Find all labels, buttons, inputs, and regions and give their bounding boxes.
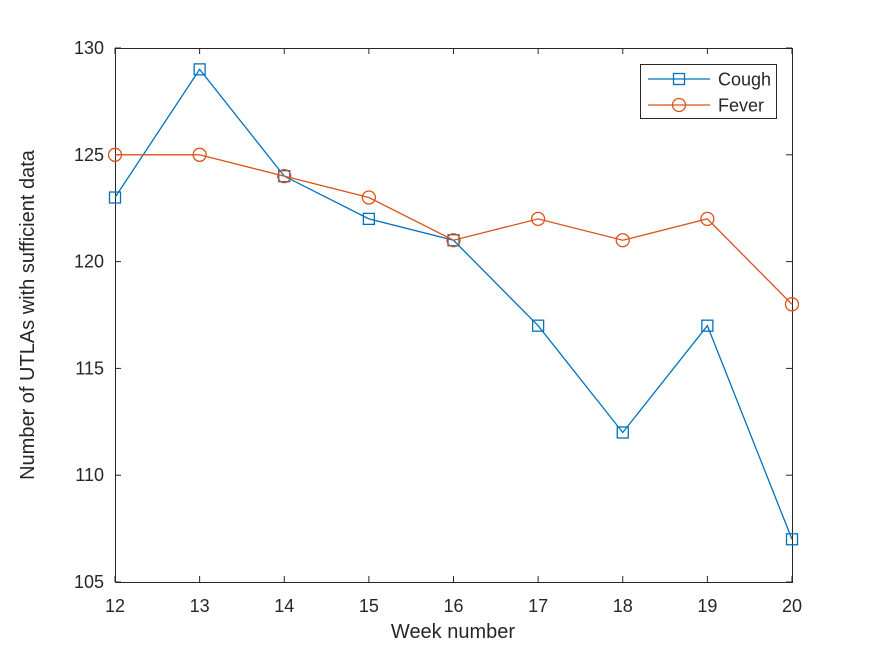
legend-box	[640, 64, 777, 119]
marker-fever	[446, 233, 461, 248]
x-tick-label: 18	[613, 596, 633, 616]
legend: Cough Fever	[640, 64, 777, 119]
marker-cough	[278, 170, 291, 183]
marker-cough	[531, 319, 545, 332]
marker-cough	[616, 426, 629, 439]
x-tick-label: 19	[697, 596, 717, 616]
y-tick-label: 120	[74, 252, 104, 272]
marker-cough	[362, 212, 376, 226]
legend-circle-marker-icon	[671, 97, 687, 113]
marker-fever	[107, 147, 123, 162]
x-tick-label: 16	[443, 596, 463, 616]
legend-square-marker-icon	[672, 72, 686, 86]
x-tick-label: 12	[105, 596, 125, 616]
y-tick-label: 130	[74, 38, 104, 58]
marker-fever	[192, 147, 207, 162]
marker-cough	[108, 191, 122, 204]
marker-fever	[615, 233, 630, 248]
y-tick-label: 125	[74, 145, 104, 165]
legend-label-cough: Cough	[718, 70, 771, 90]
x-tick-label: 14	[274, 596, 294, 616]
marker-fever	[277, 169, 292, 184]
x-tick-label: 13	[190, 596, 210, 616]
axes-box	[115, 48, 793, 583]
series-line-fever	[115, 154, 793, 305]
y-axis-label: Number of UTLAs with sufficient data	[17, 149, 39, 480]
marker-cough	[193, 63, 206, 76]
series-line-cough	[114, 68, 793, 540]
marker-cough	[785, 533, 799, 546]
marker-cough	[701, 319, 714, 332]
y-tick-label: 110	[75, 465, 104, 485]
marker-fever	[530, 211, 546, 227]
marker-fever	[361, 190, 377, 205]
marker-cough	[447, 234, 460, 247]
x-tick-label: 20	[782, 596, 802, 616]
marker-fever	[784, 297, 800, 312]
x-axis-label: Week number	[391, 621, 515, 643]
plot-area: 12 13 14 15 16 17 18 19 20 105 110 115 120 125 130	[74, 38, 802, 616]
x-tick-label: 17	[528, 596, 548, 616]
marker-fever	[700, 211, 715, 227]
y-tick-label: 105	[74, 572, 104, 592]
x-tick-label: 15	[359, 596, 379, 616]
y-tick-label: 115	[75, 358, 104, 378]
legend-label-fever: Fever	[718, 96, 764, 116]
